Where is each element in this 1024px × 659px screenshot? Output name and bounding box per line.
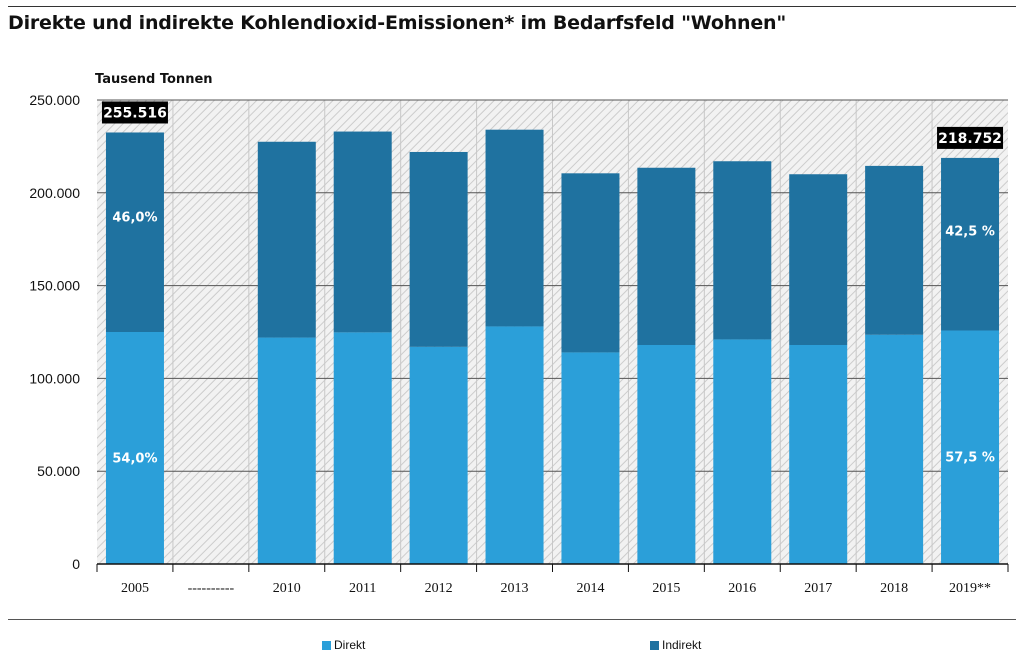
y-axis-label: Tausend Tonnen <box>95 72 213 87</box>
bar-direkt <box>105 332 164 564</box>
bar-direkt <box>865 334 924 564</box>
x-tick-label: ---------- <box>188 581 235 596</box>
legend-swatch-indirekt <box>650 640 659 650</box>
x-tick-label: 2015 <box>652 581 680 596</box>
x-tick-label: 2017 <box>804 581 832 596</box>
top-rule <box>8 6 1016 7</box>
x-tick-label: 2010 <box>273 581 301 596</box>
legend-item-indirekt: Indirekt <box>650 638 701 652</box>
legend-label-direkt: Direkt <box>334 638 366 652</box>
total-callout-label: 218.752 <box>938 131 1002 147</box>
bar-indirekt <box>333 131 392 333</box>
y-tick-label: 150.000 <box>29 278 80 294</box>
bar-direkt <box>257 337 316 564</box>
bar-direkt <box>713 339 772 564</box>
legend-swatch-direkt <box>322 640 331 650</box>
y-tick-label: 250.000 <box>29 92 80 108</box>
x-tick-label: 2018 <box>880 581 908 596</box>
bar-direkt <box>637 344 696 564</box>
bar-indirekt <box>409 151 468 347</box>
bar-direkt <box>941 330 1000 564</box>
x-tick-label: 2005 <box>121 581 149 596</box>
legend-item-direkt: Direkt <box>322 638 365 652</box>
x-tick-label: 2011 <box>349 581 376 596</box>
total-callout-box <box>101 101 168 124</box>
total-callout-box <box>937 126 1004 149</box>
bar-indirekt <box>257 141 316 338</box>
share-label-direkt: 57,5 % <box>945 451 995 466</box>
y-tick-label: 100.000 <box>29 370 80 386</box>
x-tick-label: 2019** <box>949 581 991 596</box>
bar-indirekt <box>485 129 544 327</box>
total-callout-label: 255.516 <box>103 105 167 121</box>
bar-direkt <box>333 332 392 564</box>
x-tick-label: 2014 <box>576 581 604 596</box>
bar-direkt <box>789 344 848 564</box>
bar-indirekt <box>561 173 620 353</box>
bar-indirekt <box>941 157 1000 331</box>
y-tick-label: 0 <box>72 556 80 572</box>
bar-indirekt <box>105 132 164 332</box>
bar-indirekt <box>789 174 848 345</box>
legend-label-indirekt: Indirekt <box>662 638 702 652</box>
share-label-direkt: 54,0% <box>112 451 157 466</box>
bottom-rule <box>8 619 1016 620</box>
y-tick-label: 200.000 <box>29 185 80 201</box>
x-tick-label: 2013 <box>501 581 529 596</box>
bar-direkt <box>485 326 544 564</box>
share-label-indirekt: 46,0% <box>112 210 157 225</box>
bar-direkt <box>561 352 620 564</box>
bar-indirekt <box>865 165 924 335</box>
share-label-indirekt: 42,5 % <box>945 224 995 239</box>
y-tick-label: 50.000 <box>37 463 80 479</box>
x-tick-label: 2016 <box>728 581 756 596</box>
bar-indirekt <box>713 161 772 340</box>
x-tick-label: 2012 <box>425 581 453 596</box>
bar-direkt <box>409 346 468 564</box>
bar-indirekt <box>637 167 696 345</box>
chart-title: Direkte und indirekte Kohlendioxid-Emiss… <box>8 12 787 34</box>
